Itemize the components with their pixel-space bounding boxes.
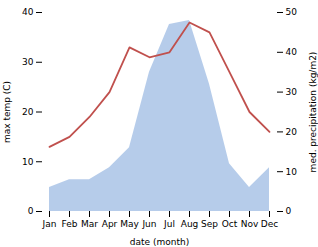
svg-text:Feb: Feb: [62, 219, 78, 229]
svg-text:med. precipitation (kg/m2): med. precipitation (kg/m2): [308, 52, 318, 173]
svg-text:max temp (C): max temp (C): [2, 81, 12, 143]
svg-text:Jul: Jul: [163, 219, 175, 229]
svg-text:May: May: [120, 219, 139, 229]
svg-text:20: 20: [286, 127, 298, 137]
svg-text:Nov: Nov: [241, 219, 259, 229]
svg-text:40: 40: [286, 47, 298, 57]
svg-text:Oct: Oct: [222, 219, 238, 229]
svg-text:date (month): date (month): [130, 237, 189, 247]
svg-text:Aug: Aug: [181, 219, 199, 229]
svg-text:Jan: Jan: [42, 219, 57, 229]
svg-text:20: 20: [22, 107, 34, 117]
svg-text:Mar: Mar: [81, 219, 98, 229]
svg-text:50: 50: [286, 7, 298, 17]
svg-text:10: 10: [22, 157, 34, 167]
svg-text:Apr: Apr: [102, 219, 118, 229]
svg-text:0: 0: [28, 206, 34, 216]
svg-text:30: 30: [22, 57, 34, 67]
svg-text:Jun: Jun: [141, 219, 156, 229]
svg-text:40: 40: [22, 7, 34, 17]
svg-text:10: 10: [286, 167, 298, 177]
svg-text:Sep: Sep: [201, 219, 218, 229]
svg-text:0: 0: [286, 206, 292, 216]
svg-text:Dec: Dec: [261, 219, 278, 229]
svg-text:30: 30: [286, 87, 298, 97]
